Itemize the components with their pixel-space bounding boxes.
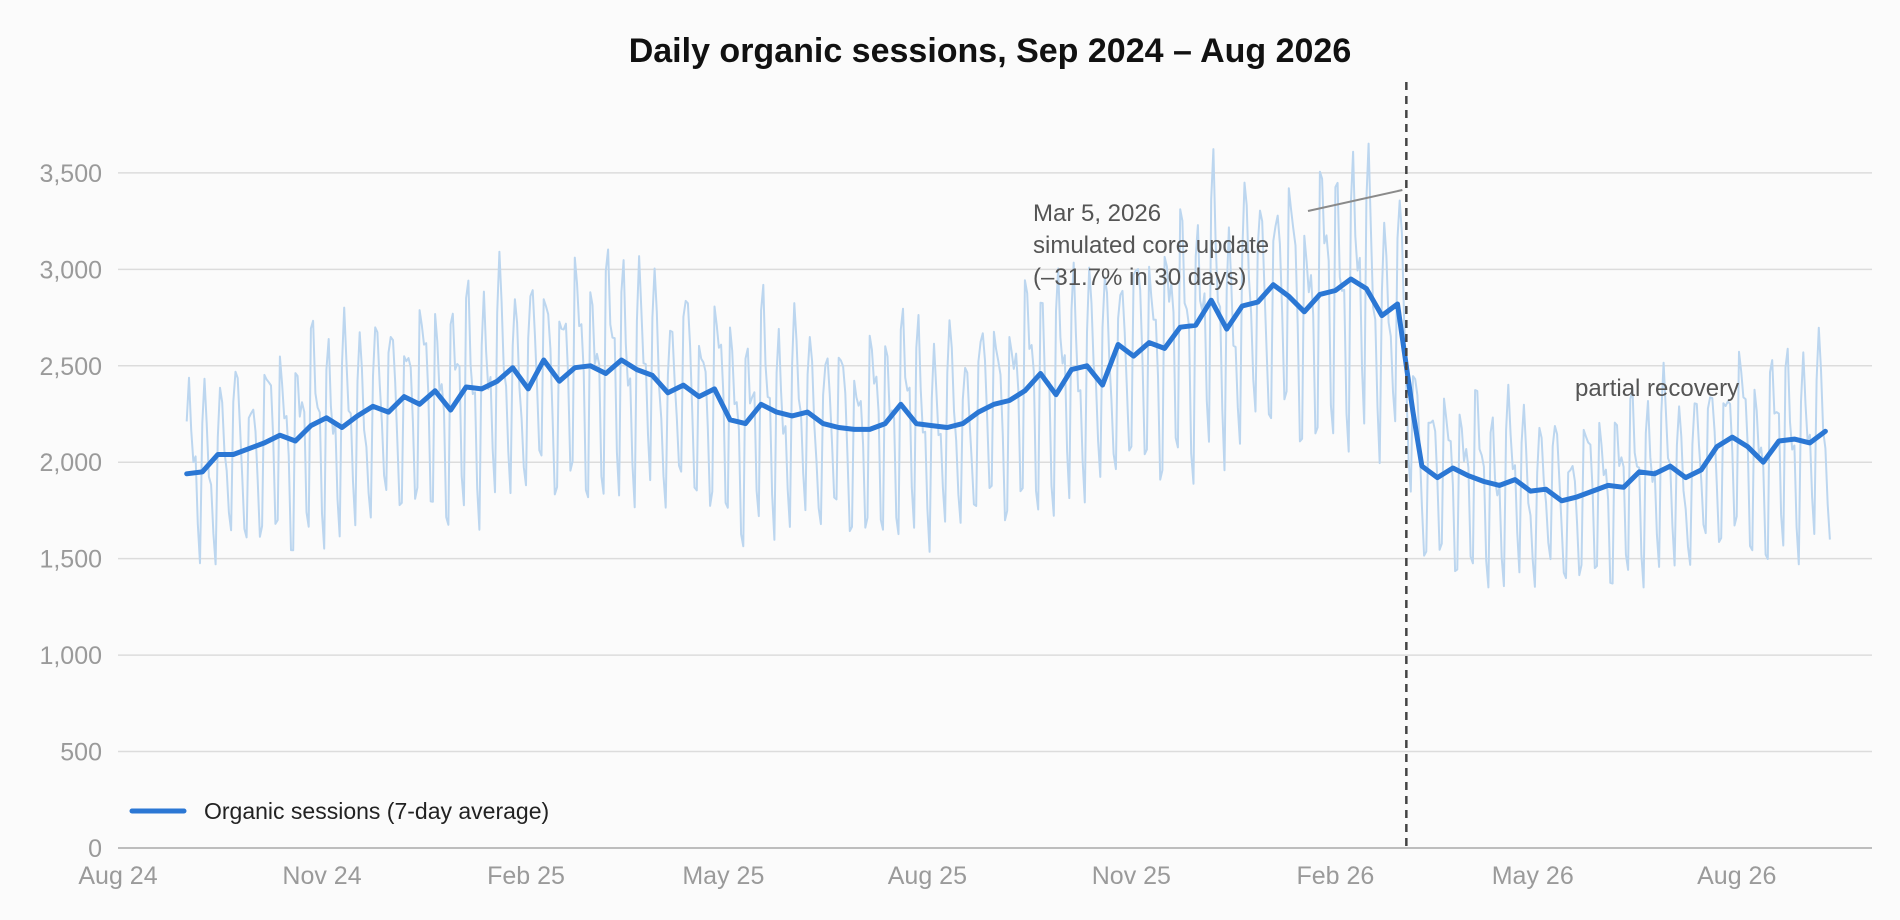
y-tick-label: 0 (88, 835, 102, 863)
annotation-leader-line (1307, 189, 1403, 212)
x-axis-ticks: Aug 24 Nov 24 Feb 25 May 25 Aug 25 Nov 25 Feb … (78, 862, 1776, 890)
x-tick-label: May 25 (682, 862, 764, 890)
annotations: Mar 5, 2026 simulated core update (–31.7% … (1033, 189, 1739, 402)
chart-title: Daily organic sessions, Sep 2024 – Aug 2… (629, 32, 1352, 70)
x-tick-label: Nov 24 (282, 862, 361, 890)
legend-label: Organic sessions (7-day average) (204, 798, 549, 824)
x-tick-label: Aug 26 (1697, 862, 1776, 890)
core-update-annotation: (–31.7% in 30 days) (1033, 264, 1246, 291)
x-tick-label: Nov 25 (1092, 862, 1171, 890)
x-tick-label: Aug 24 (78, 862, 157, 890)
x-tick-label: May 26 (1492, 862, 1574, 890)
y-tick-label: 3,000 (39, 256, 102, 284)
y-tick-label: 3,500 (39, 160, 102, 188)
grid-lines (118, 172, 1872, 753)
daily-sessions-band (185, 142, 1831, 589)
y-tick-label: 2,500 (39, 353, 102, 381)
daily-sessions-line (185, 142, 1831, 589)
core-update-annotation: Mar 5, 2026 (1033, 200, 1161, 227)
x-tick-label: Feb 26 (1296, 862, 1374, 890)
seven-day-average-line (184, 276, 1828, 504)
y-tick-label: 500 (60, 739, 102, 767)
y-tick-label: 2,000 (39, 449, 102, 477)
y-tick-label: 1,500 (39, 546, 102, 574)
partial-recovery-annotation: partial recovery (1575, 375, 1739, 402)
core-update-annotation: simulated core update (1033, 232, 1269, 259)
average-series-line (184, 276, 1828, 504)
x-tick-label: Aug 25 (888, 862, 967, 890)
x-tick-label: Feb 25 (487, 862, 565, 890)
legend: Organic sessions (7-day average) (129, 798, 549, 824)
y-axis-ticks: 0 500 1,000 1,500 2,000 2,500 3,000 3,500 (39, 160, 102, 863)
y-tick-label: 1,000 (39, 642, 102, 670)
